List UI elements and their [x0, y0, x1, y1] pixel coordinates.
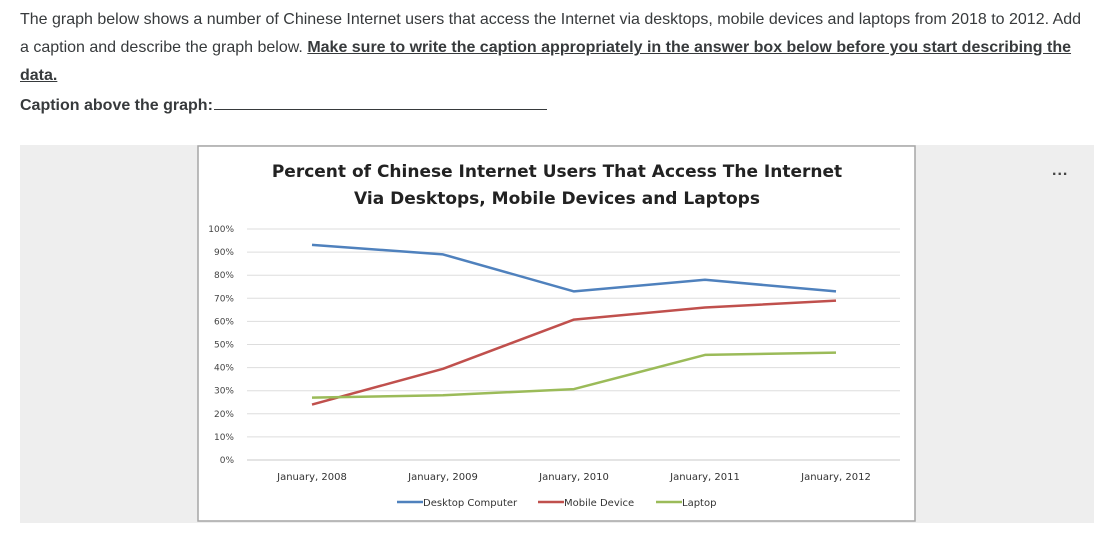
gridlines [247, 228, 900, 461]
y-axis-labels: 100% 90% 80% 70% 60% 50% 40% 30% 20% 10% 0% [208, 225, 234, 466]
x-tick-label: January, 2011 [669, 472, 740, 483]
caption-label: Caption above the graph: [20, 97, 213, 114]
legend-label-mobile-device: Mobile Device [564, 498, 634, 509]
y-tick-label: 30% [214, 387, 234, 397]
caption-prompt: Caption above the graph: [20, 89, 547, 120]
question-body: The graph below shows a number of Chines… [20, 11, 1082, 56]
series-line-laptop [311, 351, 837, 399]
y-tick-label: 60% [214, 317, 234, 327]
series-line-mobile-device [311, 299, 837, 406]
series-line-desktop-computer [311, 243, 837, 293]
chart-title-line-1: Percent of Chinese Internet Users That A… [272, 162, 842, 182]
x-axis-labels: January, 2008 January, 2009 January, 2010 J… [276, 472, 871, 483]
chart-title-line-2: Via Desktops, Mobile Devices and Laptops [354, 189, 760, 209]
y-tick-label: 40% [214, 364, 234, 374]
y-tick-label: 20% [214, 410, 234, 420]
y-tick-label: 10% [214, 433, 234, 443]
caption-instruction: Make sure to write the caption appropria… [20, 39, 1072, 84]
line-chart: Percent of Chinese Internet Users That A… [197, 145, 916, 522]
y-tick-label: 80% [214, 271, 234, 281]
caption-blank [213, 89, 547, 110]
question-text: The graph below shows a number of Chines… [20, 6, 1090, 90]
chart-frame [197, 145, 916, 522]
series-lines [311, 243, 837, 406]
x-tick-label: January, 2009 [407, 472, 478, 483]
y-tick-label: 70% [214, 294, 234, 304]
more-options-icon[interactable]: ... [1052, 162, 1069, 179]
x-tick-label: January, 2012 [800, 472, 871, 483]
chart-legend: Desktop Computer Mobile Device Laptop [397, 498, 716, 509]
x-tick-label: January, 2010 [538, 472, 609, 483]
y-tick-label: 0% [220, 456, 235, 466]
y-tick-label: 90% [214, 248, 234, 258]
y-tick-label: 100% [208, 225, 234, 235]
legend-label-laptop: Laptop [682, 498, 716, 509]
y-tick-label: 50% [214, 341, 234, 351]
legend-label-desktop-computer: Desktop Computer [423, 498, 518, 509]
x-tick-label: January, 2008 [276, 472, 347, 483]
